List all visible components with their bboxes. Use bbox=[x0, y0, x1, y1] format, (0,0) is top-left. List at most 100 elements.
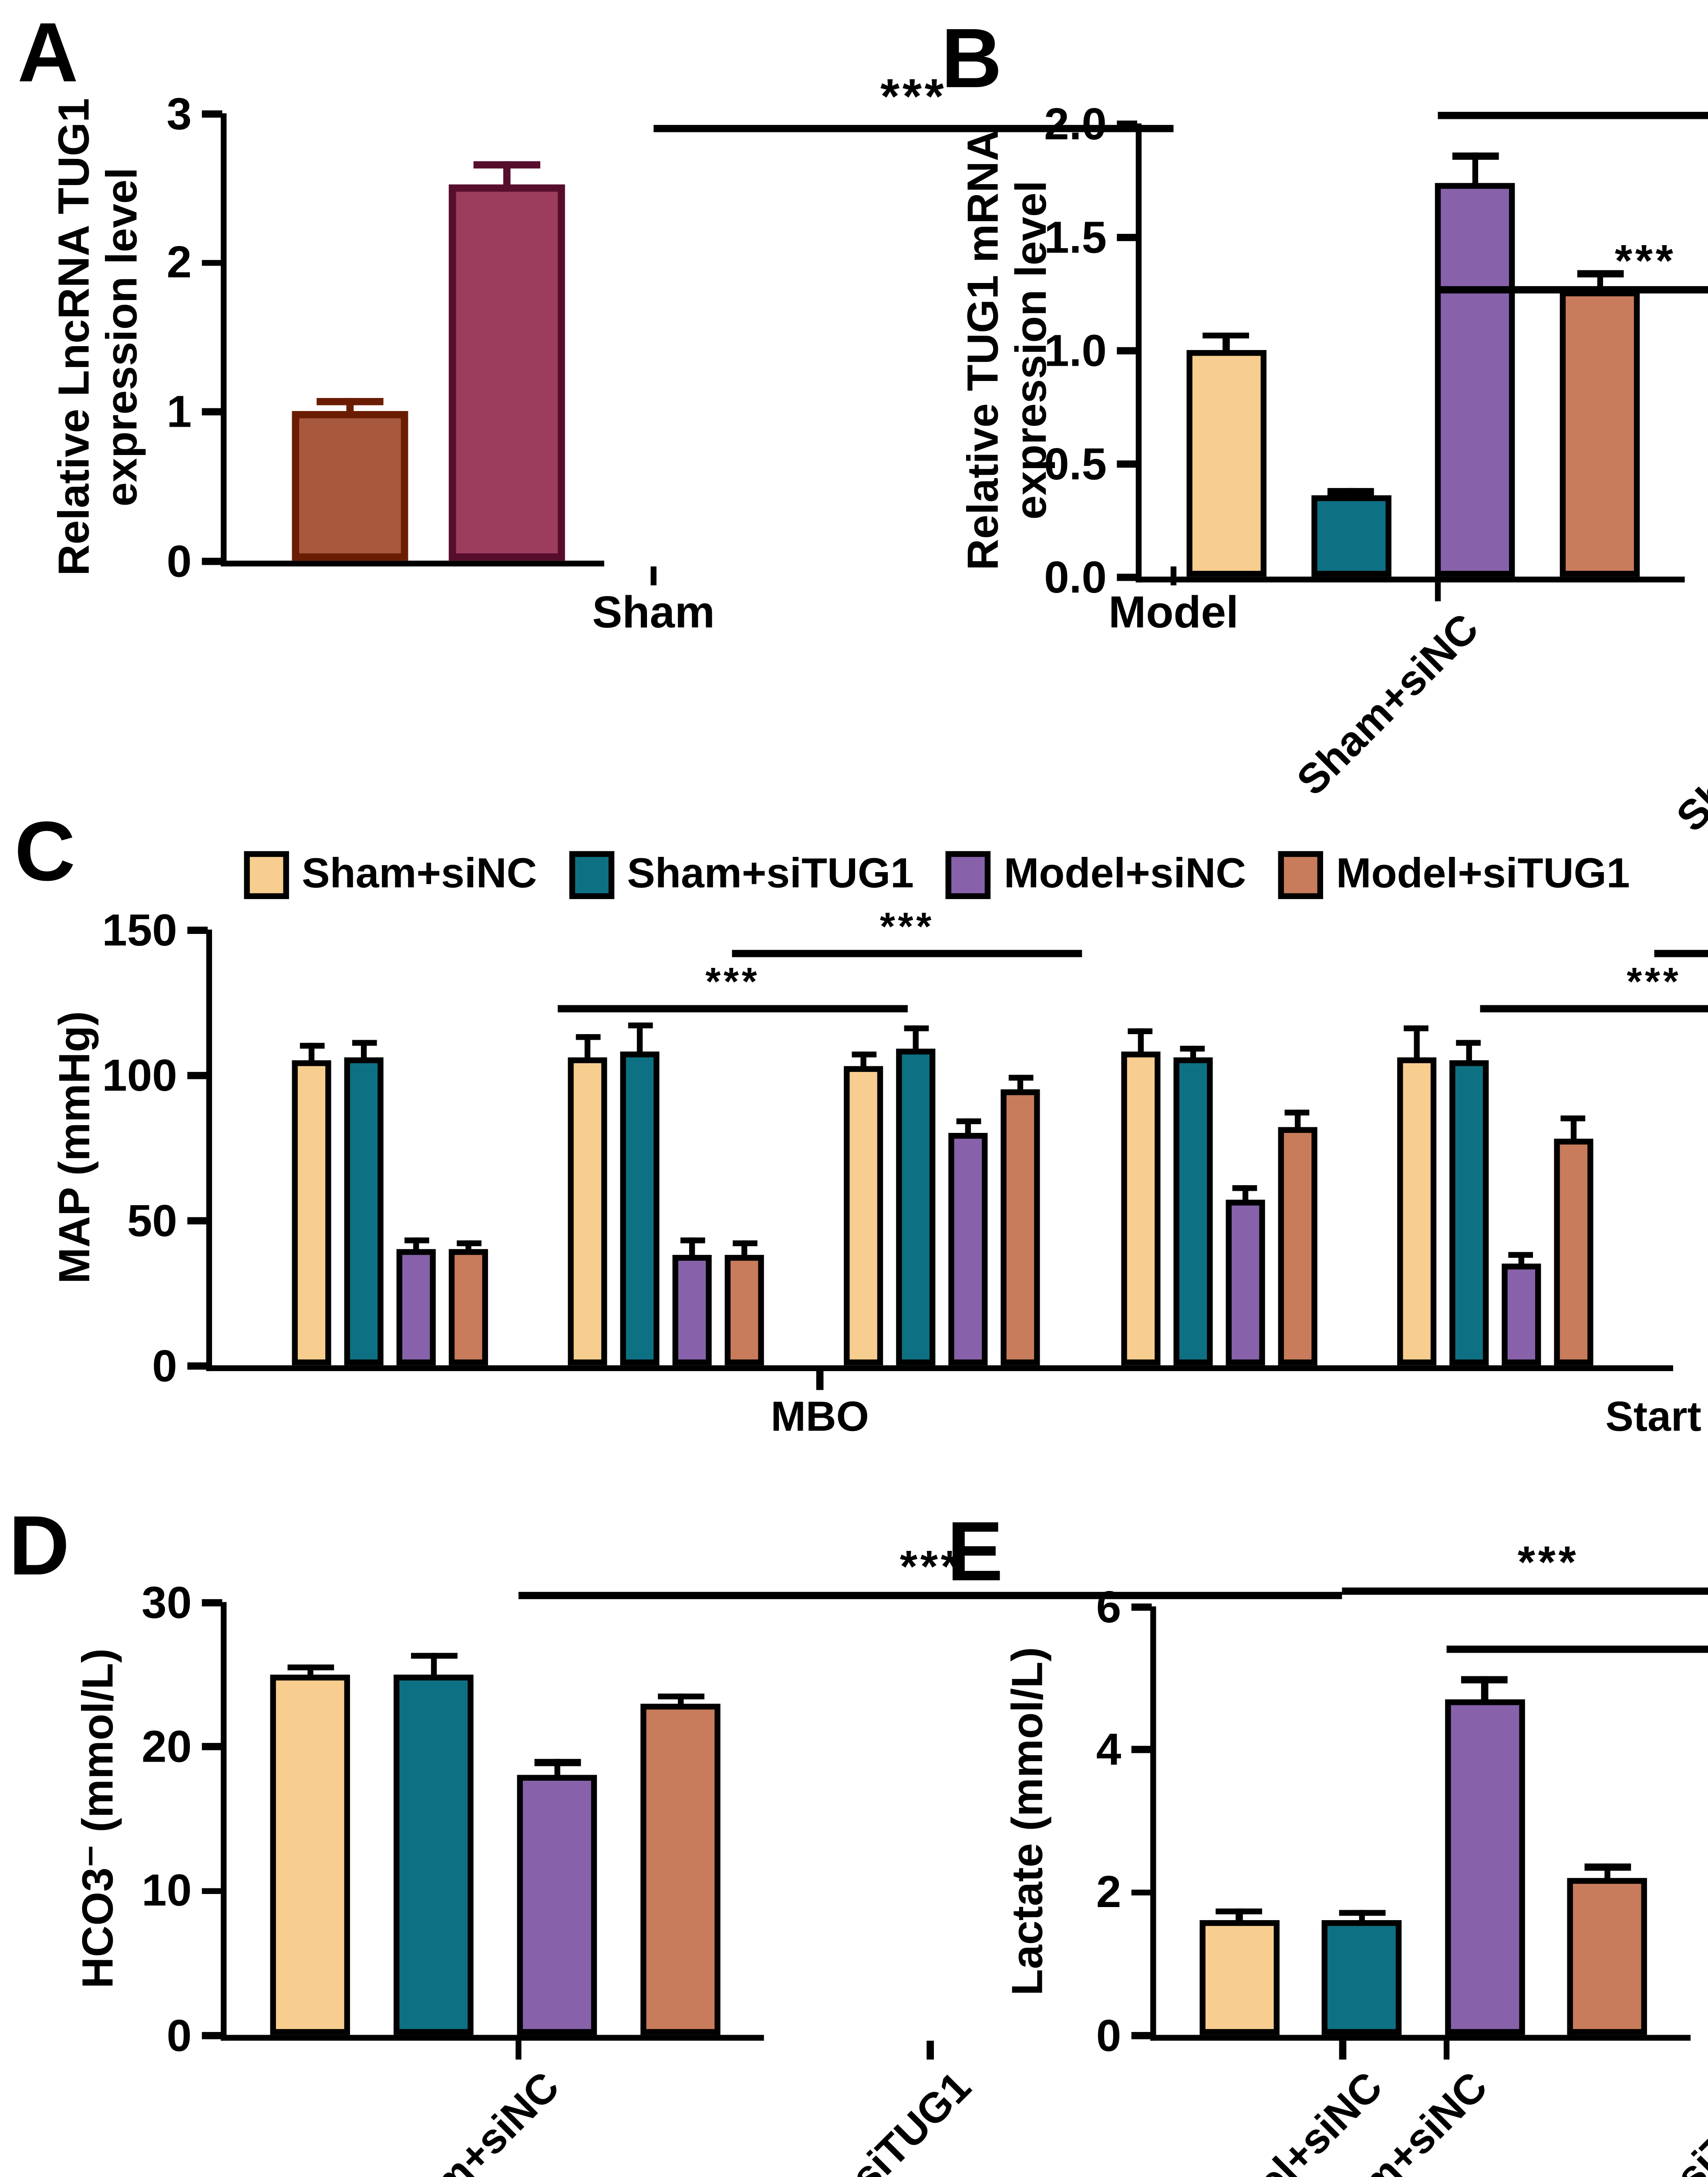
error-bar-stem bbox=[1137, 1028, 1143, 1056]
error-bar-cap bbox=[1203, 332, 1250, 339]
y-tick-mark bbox=[202, 408, 222, 415]
y-tick-label: 0 bbox=[152, 1340, 177, 1391]
error-bar bbox=[1008, 1075, 1034, 1094]
error-bar bbox=[1584, 1863, 1631, 1882]
error-bar bbox=[1232, 1185, 1257, 1204]
error-bar-cap bbox=[456, 1240, 481, 1247]
error-bar bbox=[1216, 1907, 1263, 1925]
panel-e-letter: E bbox=[947, 1504, 1004, 1599]
error-bar bbox=[1561, 1115, 1586, 1143]
error-bar bbox=[317, 398, 384, 416]
error-bar-cap bbox=[1456, 1040, 1481, 1046]
x-category-label: Sham+siTUG1 bbox=[1671, 2064, 1708, 2177]
bar bbox=[270, 1674, 350, 2035]
error-bar-cap bbox=[1338, 1910, 1385, 1917]
error-bar-cap bbox=[299, 1043, 324, 1049]
significance-line bbox=[654, 125, 1174, 132]
bar-slot bbox=[394, 1602, 474, 2035]
bar-slot bbox=[1553, 930, 1593, 1365]
error-bar bbox=[1456, 1040, 1481, 1065]
bar-slot bbox=[1225, 930, 1265, 1365]
error-bar-cap bbox=[1577, 270, 1624, 277]
x-tick-mark bbox=[927, 2040, 934, 2060]
bar-slot bbox=[1121, 930, 1160, 1365]
significance-stars: *** bbox=[1614, 236, 1676, 287]
x-category-label: Model+siNC bbox=[1188, 2064, 1393, 2177]
error-bar-cap bbox=[852, 1051, 877, 1058]
error-bar bbox=[1203, 332, 1250, 354]
error-bar-cap bbox=[628, 1022, 653, 1028]
error-bar-stem bbox=[1570, 1115, 1577, 1143]
error-bar bbox=[1509, 1252, 1533, 1268]
y-tick-mark bbox=[202, 1743, 222, 1750]
x-tick-mark bbox=[1443, 2040, 1450, 2060]
error-bar-cap bbox=[1216, 1907, 1263, 1914]
bar-group bbox=[844, 930, 1041, 1365]
legend-label: Model+siNC bbox=[1004, 851, 1246, 898]
bar-group bbox=[568, 930, 765, 1365]
error-bar bbox=[1452, 153, 1499, 187]
panel-b-letter: B bbox=[941, 11, 1002, 106]
bar bbox=[1001, 1089, 1041, 1365]
y-tick-mark bbox=[202, 557, 222, 564]
bar bbox=[292, 1060, 332, 1365]
error-bar bbox=[732, 1240, 758, 1260]
bar-slot bbox=[1397, 930, 1436, 1365]
bar bbox=[568, 1057, 608, 1365]
error-bar bbox=[1128, 1028, 1153, 1056]
bar bbox=[1322, 1921, 1402, 2035]
panel-b-plot: 0.0 0.5 1.0 1.5 2.0 Relative TUG1 mRNA express… bbox=[960, 98, 1708, 841]
bar bbox=[1121, 1051, 1160, 1365]
legend-swatch-icon bbox=[243, 851, 289, 899]
bar-slot bbox=[397, 930, 436, 1365]
bar-slot bbox=[344, 930, 384, 1365]
bar bbox=[1445, 1699, 1525, 2035]
y-axis-title: Lactate (mmol/L) bbox=[1004, 1646, 1052, 1995]
bar-slot bbox=[1173, 930, 1213, 1365]
bar-slot bbox=[640, 1602, 721, 2035]
bar bbox=[1397, 1057, 1436, 1365]
x-category-label: Model+siTUG1 bbox=[1564, 2064, 1708, 2177]
error-bar-cap bbox=[1584, 1863, 1631, 1870]
bar-slot bbox=[673, 930, 712, 1365]
bars-layer bbox=[1156, 1606, 1691, 2035]
legend-label: Sham+siTUG1 bbox=[627, 851, 914, 898]
x-category-label: Model bbox=[1108, 586, 1239, 638]
error-bar-cap bbox=[1452, 153, 1499, 160]
bar bbox=[448, 185, 565, 561]
bar bbox=[640, 1703, 721, 2035]
error-bar bbox=[657, 1693, 704, 1708]
bar bbox=[1173, 1057, 1213, 1365]
bars-layer bbox=[226, 1602, 764, 2035]
significance-stars: *** bbox=[880, 70, 947, 125]
y-tick-label: 30 bbox=[141, 1577, 192, 1628]
x-group-label: Start of resus bbox=[1605, 1394, 1708, 1441]
bars-layer bbox=[226, 113, 604, 561]
legend-label: Model+siTUG1 bbox=[1336, 851, 1630, 898]
error-bar-cap bbox=[533, 1759, 580, 1766]
bar bbox=[1199, 1921, 1279, 2035]
error-bar-cap bbox=[680, 1237, 705, 1244]
y-axis-title: Relative TUG1 mRNA expression level bbox=[960, 129, 1056, 571]
error-bar-stem bbox=[585, 1034, 591, 1062]
y-tick-mark bbox=[1117, 460, 1137, 467]
error-bar-cap bbox=[1008, 1075, 1034, 1081]
bar bbox=[1277, 1127, 1317, 1365]
bar bbox=[517, 1775, 597, 2035]
error-bar-cap bbox=[1128, 1028, 1153, 1035]
significance-line bbox=[1654, 950, 1708, 957]
bar-slot bbox=[568, 930, 608, 1365]
y-tick-label: 6 bbox=[1096, 1581, 1122, 1632]
significance-line bbox=[558, 1005, 907, 1012]
significance-stars: *** bbox=[1627, 960, 1681, 1004]
bars-layer bbox=[212, 930, 1673, 1365]
error-bar-stem bbox=[1472, 153, 1479, 187]
legend-item-sham-sinc: Sham+siNC bbox=[243, 851, 537, 899]
bar bbox=[673, 1255, 712, 1365]
error-bar-cap bbox=[317, 398, 384, 406]
error-bar bbox=[456, 1240, 481, 1254]
significance-line bbox=[1437, 286, 1708, 293]
error-bar-cap bbox=[1509, 1252, 1533, 1258]
